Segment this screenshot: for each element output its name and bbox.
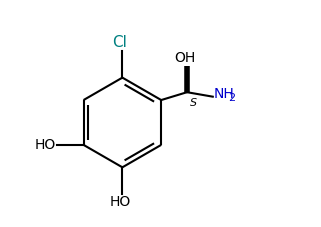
Text: HO: HO [34, 138, 56, 152]
Text: Cl: Cl [112, 35, 127, 49]
Text: HO: HO [109, 195, 131, 209]
Text: S: S [190, 98, 197, 108]
Text: 2: 2 [228, 94, 235, 104]
Text: OH: OH [174, 51, 195, 65]
Text: NH: NH [214, 87, 235, 101]
